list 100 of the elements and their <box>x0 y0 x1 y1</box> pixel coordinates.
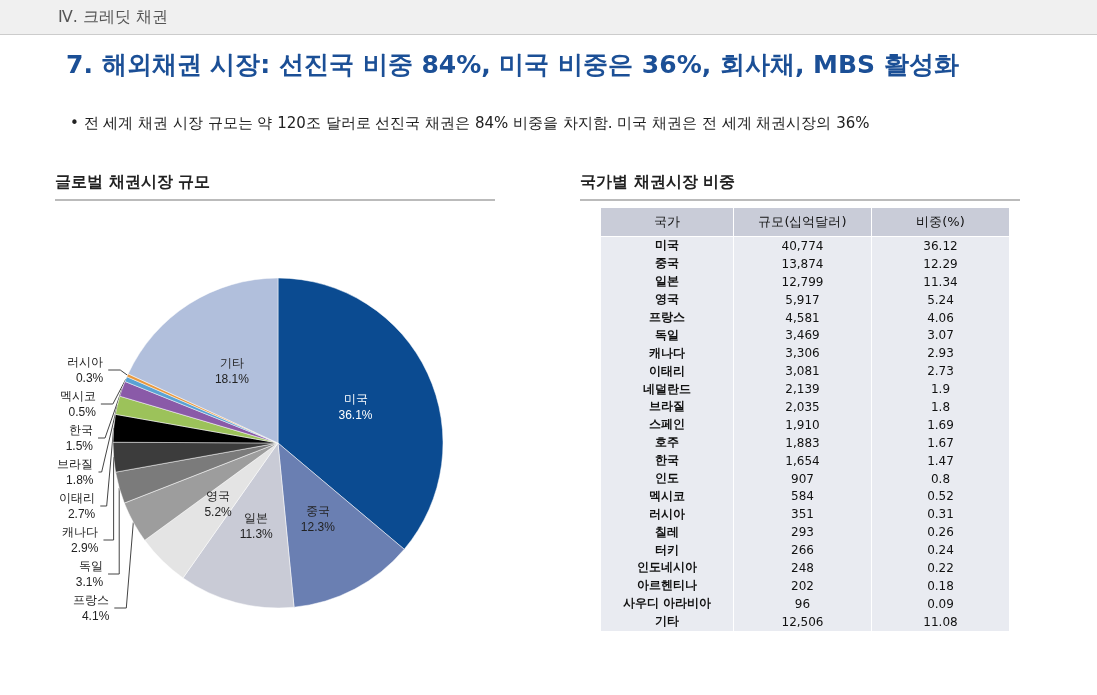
data-label: 13,874 <box>733 254 872 273</box>
slice-label: 중국 <box>305 503 330 518</box>
slice-label: 일본 <box>244 510 269 525</box>
text: 국가별 채권시장 비중 <box>580 172 1020 201</box>
data-label: 11.34 <box>871 272 1010 291</box>
data-label: 266 <box>733 541 872 560</box>
data-label: 40,774 <box>733 236 872 255</box>
category-label: 아르헨티나 <box>600 576 734 595</box>
text: Ⅳ. 크레딧 채권 <box>58 7 169 28</box>
data-label: 11.3% <box>239 526 274 541</box>
category-label: 영국 <box>600 290 734 309</box>
slice-label: 영국 <box>206 488 231 503</box>
slice-label: 캐나다 <box>62 525 99 539</box>
data-label: 0.3% <box>75 371 104 385</box>
data-label: 1.8 <box>871 398 1010 416</box>
slice-label: 독일 <box>79 559 104 573</box>
data-label: 907 <box>733 469 872 488</box>
text: 비중(%) <box>871 207 1010 237</box>
data-label: 3,081 <box>733 362 872 381</box>
data-label: 3.1% <box>75 575 104 589</box>
category-label: 독일 <box>600 326 734 345</box>
slice-label: 이태리 <box>59 491 96 505</box>
data-label: 36.12 <box>871 236 1010 255</box>
category-label: 중국 <box>600 254 734 273</box>
data-label: 1.8% <box>66 473 94 487</box>
category-label: 터키 <box>600 541 734 560</box>
data-label: 1.67 <box>871 433 1010 452</box>
data-label: 293 <box>733 523 872 542</box>
data-label: 5.24 <box>871 290 1010 309</box>
data-label: 3,306 <box>733 344 872 363</box>
data-label: 0.09 <box>871 594 1010 613</box>
data-label: 12,506 <box>733 612 872 631</box>
data-label: 2,139 <box>733 380 872 399</box>
data-label: 18.1% <box>214 371 250 386</box>
data-label: 5.2% <box>204 504 233 519</box>
data-label: 0.5% <box>68 405 97 419</box>
category-label: 인도네시아 <box>600 559 734 577</box>
category-label: 인도 <box>600 469 734 488</box>
data-label: 4.06 <box>871 308 1010 327</box>
category-label: 멕시코 <box>600 487 734 506</box>
chart-title: 글로벌 채권시장 규모 <box>55 172 495 201</box>
category-label: 기타 <box>600 612 734 631</box>
category-label: 프랑스 <box>600 308 734 327</box>
slice-label: 브라질 <box>57 457 94 471</box>
data-label: 0.31 <box>871 505 1010 524</box>
data-label: 2.9% <box>71 541 99 555</box>
data-label: 248 <box>733 559 872 577</box>
data-label: 12.29 <box>871 254 1010 273</box>
data-label: 1.69 <box>871 415 1010 434</box>
data-label: 0.22 <box>871 559 1010 577</box>
text: 국가 <box>600 207 734 237</box>
data-label: 351 <box>733 505 872 524</box>
data-label: 1.9 <box>871 380 1010 399</box>
data-label: 2,035 <box>733 398 872 416</box>
category-label: 이태리 <box>600 362 734 381</box>
data-label: 96 <box>733 594 872 613</box>
data-label: 2.73 <box>871 362 1010 381</box>
data-label: 1.47 <box>871 451 1010 470</box>
data-label: 3.07 <box>871 326 1010 345</box>
category-label: 미국 <box>600 236 734 255</box>
slice-label: 미국 <box>343 391 368 406</box>
data-label: 5,917 <box>733 290 872 309</box>
data-label: 584 <box>733 487 872 506</box>
data-label: 1.5% <box>65 439 94 453</box>
category-label: 칠레 <box>600 523 734 542</box>
text: • 전 세계 채권 시장 규모는 약 120조 달러로 선진국 채권은 84% 비중을 차지함. 미국 채권은 전 세계 채권시장의 36% <box>70 114 870 133</box>
category-label: 네덜란드 <box>600 380 734 399</box>
data-label: 4,581 <box>733 308 872 327</box>
category-label: 스페인 <box>600 415 734 434</box>
data-label: 11.08 <box>871 612 1010 631</box>
data-label: 0.18 <box>871 576 1010 595</box>
data-label: 0.8 <box>871 469 1010 488</box>
category-label: 러시아 <box>600 505 734 524</box>
data-label: 1,654 <box>733 451 872 470</box>
data-label: 3,469 <box>733 326 872 345</box>
series-label: 규모(십억달러) <box>733 207 872 237</box>
data-label: 1,910 <box>733 415 872 434</box>
category-label: 한국 <box>600 451 734 470</box>
category-label: 캐나다 <box>600 344 734 363</box>
slice-label: 기타 <box>219 355 244 370</box>
data-label: 0.26 <box>871 523 1010 542</box>
slice-label: 러시아 <box>67 355 104 369</box>
slice-label: 한국 <box>69 423 94 437</box>
slice-label: 프랑스 <box>73 593 110 607</box>
text: 7. 해외채권 시장: 선진국 비중 84%, 미국 비중은 36%, 회사채, MBS 활성화 <box>66 49 959 81</box>
data-label: 36.1% <box>338 407 373 422</box>
data-label: 12,799 <box>733 272 872 291</box>
data-label: 0.24 <box>871 541 1010 560</box>
data-label: 1,883 <box>733 433 872 452</box>
data-label: 202 <box>733 576 872 595</box>
data-label: 2.7% <box>67 507 96 521</box>
category-label: 브라질 <box>600 398 734 416</box>
category-label: 사우디 아라비아 <box>600 594 734 613</box>
data-label: 12.3% <box>300 519 336 534</box>
data-label: 2.93 <box>871 344 1010 363</box>
data-label: 0.52 <box>871 487 1010 506</box>
slice-label: 멕시코 <box>59 389 96 403</box>
data-label: 4.1% <box>81 609 110 623</box>
category-label: 일본 <box>600 272 734 291</box>
category-label: 호주 <box>600 433 734 452</box>
